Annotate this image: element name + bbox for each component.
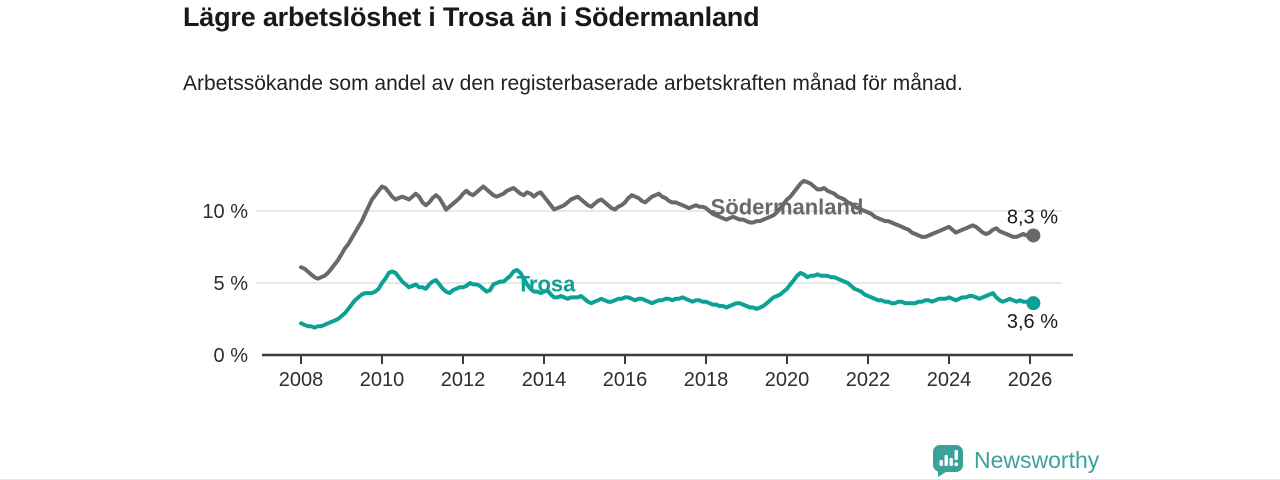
series-name-label-södermanland: Södermanland bbox=[711, 195, 864, 220]
brand-name: Newsworthy bbox=[974, 447, 1100, 473]
series-line-trosa bbox=[299, 268, 1036, 330]
x-axis-tick-label: 2012 bbox=[441, 369, 486, 391]
series-end-dot-trosa bbox=[1026, 296, 1041, 311]
x-axis-tick-label: 2008 bbox=[279, 369, 324, 391]
x-axis-tick-label: 2024 bbox=[927, 369, 972, 391]
x-axis-tick-label: 2022 bbox=[846, 369, 891, 391]
bar-chart-speech-bubble-icon bbox=[933, 445, 963, 477]
x-axis-tick-label: 2018 bbox=[684, 369, 729, 391]
series-end-value-label: 8,3 % bbox=[1007, 206, 1058, 228]
y-axis-tick-label: 10 % bbox=[202, 201, 248, 223]
x-axis-tick-label: 2010 bbox=[360, 369, 405, 391]
page-subtitle: Arbetssökande som andel av den registerb… bbox=[183, 72, 963, 95]
x-axis-tick-label: 2014 bbox=[522, 369, 567, 391]
page-title: Lägre arbetslöshet i Trosa än i Söderman… bbox=[183, 2, 760, 32]
series-name-label-trosa: Trosa bbox=[517, 272, 576, 297]
series-end-dot-södermanland bbox=[1026, 228, 1041, 243]
y-axis-tick-label: 5 % bbox=[214, 273, 249, 295]
series-line-södermanland bbox=[299, 178, 1036, 281]
y-axis-tick-label: 0 % bbox=[214, 345, 249, 367]
x-axis-tick-label: 2020 bbox=[765, 369, 810, 391]
brand-footer: Newsworthy bbox=[932, 444, 1099, 477]
x-axis-tick-label: 2016 bbox=[603, 369, 648, 391]
series-end-value-label: 3,6 % bbox=[1007, 311, 1058, 333]
x-axis-tick-label: 2026 bbox=[1008, 369, 1053, 391]
